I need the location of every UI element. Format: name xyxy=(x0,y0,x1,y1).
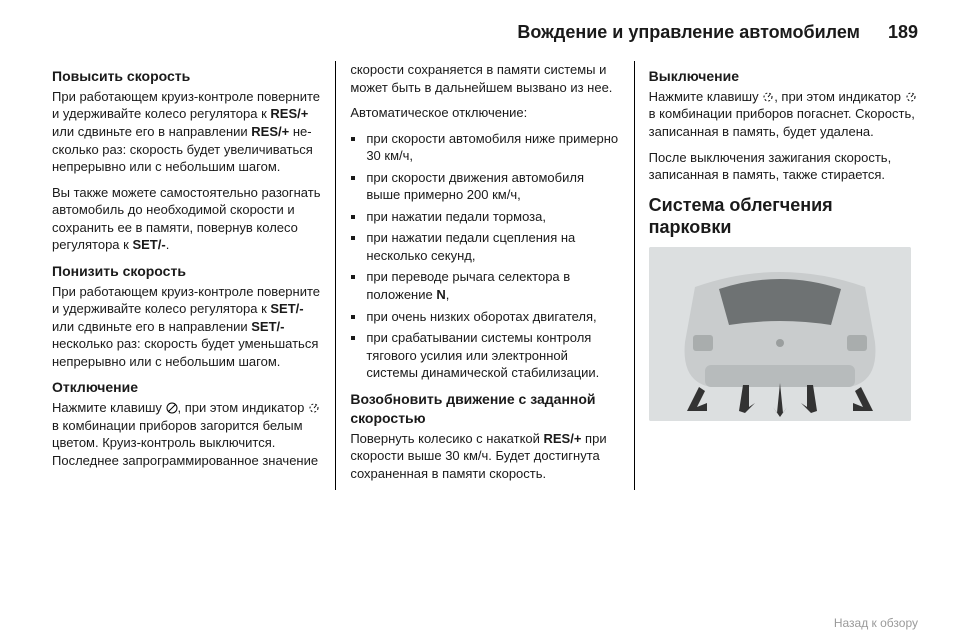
paragraph: При работающем круиз‑контроле поверните … xyxy=(52,88,321,176)
text: Повернуть колесико с накаткой xyxy=(350,431,543,446)
column-2: скорости сохраняется в памяти системы и … xyxy=(335,61,634,490)
list-item: при скорости движения автомо­биля выше п… xyxy=(366,169,619,204)
page-number: 189 xyxy=(888,22,918,43)
keyword-set-minus: SET/- xyxy=(251,319,284,334)
list-item: при срабатывании системы конт­роля тягов… xyxy=(366,329,619,382)
heading-parking-assist: Система облегчения парковки xyxy=(649,194,918,239)
text: или сдвиньте его в направлении xyxy=(52,124,251,139)
paragraph: Нажмите клавишу , при этом ин­дикатор в … xyxy=(52,399,321,469)
text: , при этом ин­дикатор xyxy=(774,89,904,104)
heading-resume: Возобновить движение с заданной скорость… xyxy=(350,390,619,428)
text: Нажмите клавишу xyxy=(52,400,166,415)
keyword-res-plus: RES/+ xyxy=(270,106,308,121)
back-to-overview-link[interactable]: Назад к обзору xyxy=(834,616,918,630)
paragraph: Автоматическое отключение: xyxy=(350,104,619,122)
text: в комбинации приборов погаснет. Скорость… xyxy=(649,106,915,139)
text: , при этом ин­дикатор xyxy=(178,400,308,415)
list-item: при переводе рычага селектора в положени… xyxy=(366,268,619,303)
paragraph: Нажмите клавишу , при этом ин­дикатор в … xyxy=(649,88,918,141)
text: Нажмите клавишу xyxy=(649,89,763,104)
text: при переводе рычага селектора в положени… xyxy=(366,269,570,302)
paragraph: Повернуть колесико с накаткой RES/+ при … xyxy=(350,430,619,483)
keyword-set-minus: SET/- xyxy=(270,301,303,316)
text: . xyxy=(166,237,170,252)
list-item: при нажатии педали сцепления на нескольк… xyxy=(366,229,619,264)
bullet-list: при скорости автомобиля ниже примерно 30… xyxy=(350,130,619,382)
cruise-icon xyxy=(905,91,917,103)
car-rear-window xyxy=(719,279,841,325)
keyword-res-plus: RES/+ xyxy=(251,124,289,139)
list-item: при скорости автомобиля ниже примерно 30… xyxy=(366,130,619,165)
text: в комбинации приборов загорится белым цв… xyxy=(52,418,318,468)
cruise-icon xyxy=(762,91,774,103)
keyword-n: N xyxy=(436,287,445,302)
keyword-res-plus: RES/+ xyxy=(544,431,582,446)
heading-increase-speed: Повысить скорость xyxy=(52,67,321,86)
emblem xyxy=(776,339,784,347)
list-item: при нажатии педали тормоза, xyxy=(366,208,619,226)
cruise-icon xyxy=(308,402,320,414)
column-3: Выключение Нажмите клавишу , при этом ин… xyxy=(635,61,918,490)
paragraph: После выключения зажигания ско­рость, за… xyxy=(649,149,918,184)
paragraph: При работающем круиз‑контроле поверните … xyxy=(52,283,321,371)
paragraph: Вы также можете самостоятельно разогнать… xyxy=(52,184,321,254)
paragraph: скорости сохраняется в памяти системы и … xyxy=(350,61,619,96)
text: или сдвиньте его в направлении xyxy=(52,319,251,334)
page-header: Вождение и управление автомобилем 189 xyxy=(52,22,918,43)
tail-light-left xyxy=(693,335,713,351)
text: , xyxy=(446,287,450,302)
heading-disable: Выключение xyxy=(649,67,918,86)
heading-switch-off: Отключение xyxy=(52,378,321,397)
keyword-set-minus: SET/- xyxy=(132,237,165,252)
header-title: Вождение и управление автомобилем xyxy=(517,22,860,43)
tail-light-right xyxy=(847,335,867,351)
heading-decrease-speed: Понизить скорость xyxy=(52,262,321,281)
cancel-icon xyxy=(166,402,178,414)
parking-assist-figure xyxy=(649,247,911,421)
car-rear-illustration xyxy=(649,247,911,421)
column-1: Повысить скорость При работающем круиз‑к… xyxy=(52,61,335,490)
text: Вы также можете самостоятельно разогнать… xyxy=(52,185,320,253)
text: несколько раз: скорость будет уменьшатьс… xyxy=(52,336,318,369)
list-item: при очень низких оборотах дви­гателя, xyxy=(366,308,619,326)
